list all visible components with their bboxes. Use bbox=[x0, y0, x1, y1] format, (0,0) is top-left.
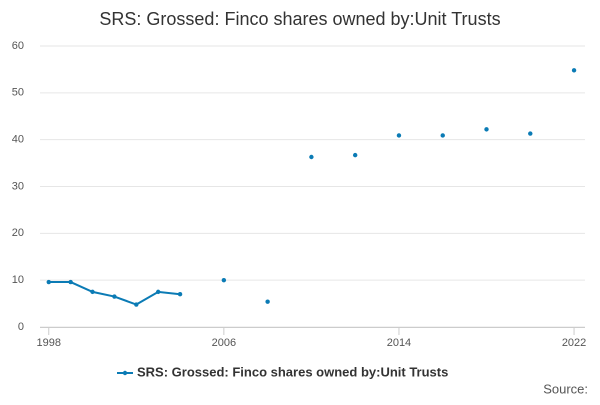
x-tick-label: 2006 bbox=[212, 337, 236, 349]
y-tick-label: 50 bbox=[12, 87, 24, 99]
point bbox=[484, 127, 489, 132]
chart-title: SRS: Grossed: Finco shares owned by:Unit… bbox=[99, 9, 500, 29]
point bbox=[155, 289, 161, 295]
point bbox=[309, 154, 314, 160]
point bbox=[440, 133, 445, 138]
y-tick-label: 10 bbox=[12, 274, 24, 286]
legend-label: SRS: Grossed: Finco shares owned by:Unit… bbox=[137, 364, 448, 379]
point bbox=[134, 302, 139, 307]
x-tick-label: 1998 bbox=[37, 337, 61, 349]
x-tick-label: 2014 bbox=[387, 337, 411, 349]
point bbox=[528, 131, 533, 136]
point bbox=[396, 133, 402, 138]
point bbox=[571, 68, 577, 73]
y-tick-label: 0 bbox=[18, 321, 24, 333]
y-tick-label: 30 bbox=[12, 180, 24, 192]
point bbox=[90, 289, 95, 295]
source-label: Source: bbox=[543, 381, 588, 396]
y-tick-label: 20 bbox=[12, 227, 24, 239]
point bbox=[177, 292, 183, 297]
point bbox=[46, 279, 51, 285]
y-tick-label: 40 bbox=[12, 134, 24, 146]
legend-marker bbox=[122, 370, 128, 376]
point bbox=[221, 277, 227, 283]
x-tick-label: 2022 bbox=[562, 337, 586, 349]
y-tick-label: 60 bbox=[12, 40, 24, 52]
point bbox=[352, 152, 358, 158]
series-line bbox=[49, 70, 574, 304]
point bbox=[68, 279, 73, 285]
point bbox=[112, 294, 117, 299]
point bbox=[265, 299, 270, 304]
